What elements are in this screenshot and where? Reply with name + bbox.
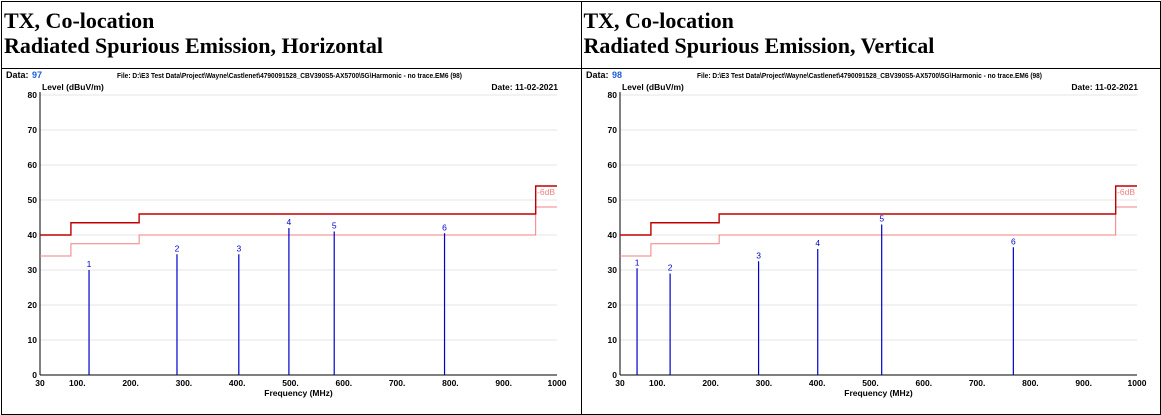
margin-label: -6dB <box>1117 187 1135 197</box>
y-tick-label: 40 <box>28 230 38 240</box>
x-tick-label: 500. <box>282 378 299 388</box>
limit-line <box>619 185 1137 236</box>
panel-title-line1: TX, Co-location <box>4 8 155 33</box>
x-tick-label: 900. <box>495 378 512 388</box>
y-tick-label: 40 <box>607 230 617 240</box>
y-axis-label: Level (dBuV/m) <box>42 82 104 92</box>
marker-label: 5 <box>879 214 884 224</box>
data-label: Data: <box>586 70 609 80</box>
x-tick-label: 400. <box>229 378 246 388</box>
y-tick-label: 80 <box>28 90 38 100</box>
marker-label: 4 <box>287 217 292 227</box>
panel-title-line2: Radiated Spurious Emission, Vertical <box>583 33 935 58</box>
date-label: Date: 11-02-2021 <box>1071 82 1138 92</box>
x-tick-label: 800. <box>442 378 459 388</box>
x-tick-label: 900. <box>1075 378 1092 388</box>
x-axis-label: Frequency (MHz) <box>844 388 913 398</box>
y-tick-label: 50 <box>28 195 38 205</box>
panel-header-vertical: TX, Co-location Radiated Spurious Emissi… <box>580 1 1161 69</box>
y-tick-label: 10 <box>28 335 38 345</box>
y-tick-label: 30 <box>28 265 38 275</box>
marker-label: 2 <box>667 263 672 273</box>
x-tick-label: 600. <box>915 378 932 388</box>
limit-line <box>40 185 557 236</box>
y-tick-label: 20 <box>28 300 38 310</box>
x-tick-label: 30 <box>615 378 625 388</box>
x-tick-label: 1000 <box>548 378 567 388</box>
file-path: File: D:\E3 Test Data\Project\Wayne\Cast… <box>117 71 462 80</box>
panel-title-line2: Radiated Spurious Emission, Horizontal <box>4 33 383 58</box>
y-tick-label: 20 <box>607 300 617 310</box>
y-tick-label: 0 <box>612 370 617 380</box>
marker-label: 1 <box>634 257 639 267</box>
marker-label: 6 <box>1010 236 1015 246</box>
emission-chart-vertical: Data: 98 File: D:\E3 Test Data\Project\Way… <box>586 70 1147 398</box>
chart-cell-vertical: Data: 98 File: D:\E3 Test Data\Project\Way… <box>580 68 1161 415</box>
panel-header-horizontal: TX, Co-location Radiated Spurious Emissi… <box>1 1 582 69</box>
marker-label: 2 <box>175 243 180 253</box>
y-tick-label: 70 <box>28 125 38 135</box>
data-label: Data: <box>6 70 29 80</box>
x-tick-label: 300. <box>176 378 193 388</box>
marker-label: 4 <box>815 238 820 248</box>
y-tick-label: 30 <box>607 265 617 275</box>
x-tick-label: 300. <box>755 378 772 388</box>
x-tick-label: 800. <box>1022 378 1039 388</box>
chart-cell-horizontal: Data: 97 File: D:\E3 Test Data\Project\Way… <box>1 68 582 415</box>
x-tick-label: 400. <box>808 378 825 388</box>
marker-label: 3 <box>756 250 761 260</box>
y-axis-label: Level (dBuV/m) <box>622 82 684 92</box>
x-tick-label: 30 <box>35 378 45 388</box>
y-tick-label: 10 <box>607 335 617 345</box>
y-tick-label: 60 <box>28 160 38 170</box>
data-number: 97 <box>32 70 42 80</box>
y-tick-label: 50 <box>607 195 617 205</box>
file-path: File: D:\E3 Test Data\Project\Wayne\Cast… <box>697 71 1042 80</box>
margin-label: -6dB <box>537 187 555 197</box>
y-tick-label: 80 <box>607 90 617 100</box>
data-number: 98 <box>612 70 622 80</box>
x-tick-label: 500. <box>862 378 879 388</box>
marker-label: 1 <box>87 259 92 269</box>
x-axis-label: Frequency (MHz) <box>264 388 333 398</box>
x-tick-label: 100. <box>649 378 666 388</box>
x-tick-label: 1000 <box>1127 378 1146 388</box>
x-tick-label: 600. <box>336 378 353 388</box>
emission-chart-horizontal: Data: 97 File: D:\E3 Test Data\Project\Way… <box>6 70 567 398</box>
panel-title-line1: TX, Co-location <box>583 8 734 33</box>
x-tick-label: 200. <box>702 378 719 388</box>
marker-label: 3 <box>236 243 241 253</box>
x-tick-label: 700. <box>968 378 985 388</box>
y-tick-label: 0 <box>32 370 37 380</box>
marker-label: 5 <box>332 221 337 231</box>
marker-label: 6 <box>442 222 447 232</box>
y-tick-label: 60 <box>607 160 617 170</box>
y-tick-label: 70 <box>607 125 617 135</box>
x-tick-label: 700. <box>389 378 406 388</box>
x-tick-label: 200. <box>122 378 139 388</box>
date-label: Date: 11-02-2021 <box>491 82 558 92</box>
x-tick-label: 100. <box>69 378 86 388</box>
